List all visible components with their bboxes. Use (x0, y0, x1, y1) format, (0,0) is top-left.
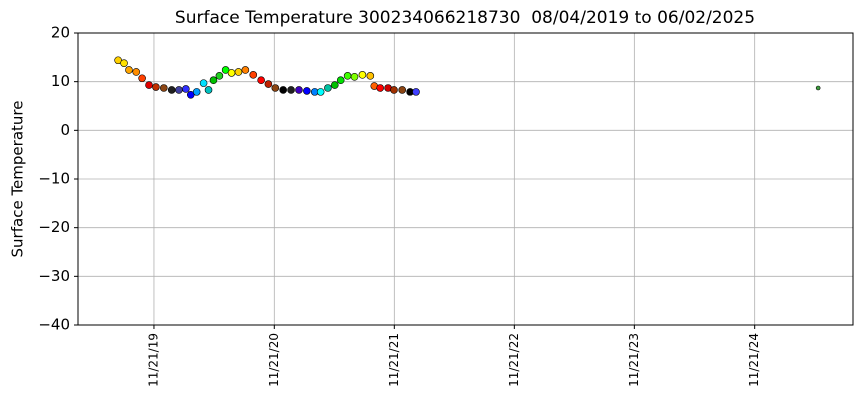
data-point (125, 66, 133, 74)
data-point (249, 71, 258, 79)
x-tick-label: 11/21/24 (747, 333, 761, 387)
data-point (257, 76, 265, 85)
data-point (412, 88, 420, 96)
data-point (271, 84, 280, 92)
data-point (279, 86, 287, 94)
data-point (204, 86, 213, 94)
data-point (152, 83, 160, 91)
data-point (199, 79, 208, 87)
data-point (376, 84, 384, 92)
y-tick-label: −40 (38, 316, 70, 334)
data-point (160, 84, 168, 92)
data-point (366, 72, 375, 80)
x-tick-label: 11/21/22 (507, 333, 521, 387)
y-tick-label: −10 (38, 170, 70, 188)
data-point (390, 86, 398, 94)
data-point (295, 86, 303, 94)
data-point (264, 80, 273, 88)
y-tick-label: 0 (60, 121, 70, 139)
data-point (227, 69, 236, 77)
data-point (209, 76, 218, 85)
x-tick-label: 11/21/20 (267, 333, 281, 387)
data-point (358, 71, 367, 79)
x-tick-label: 11/21/19 (146, 333, 160, 387)
y-tick-label: 20 (51, 24, 70, 42)
data-point (398, 86, 407, 94)
data-point (120, 59, 128, 67)
data-point (336, 76, 345, 85)
data-point (175, 86, 183, 94)
data-point (815, 85, 821, 91)
data-point (138, 74, 146, 83)
y-tick-label: −20 (38, 218, 70, 236)
y-tick-label: −30 (38, 267, 70, 285)
data-point (192, 88, 201, 96)
data-point (215, 72, 224, 80)
data-point (303, 87, 311, 95)
y-tick-label: 10 (51, 72, 70, 90)
data-point (343, 72, 352, 80)
x-tick-label: 11/21/21 (387, 333, 401, 387)
data-point (241, 66, 250, 74)
data-point (324, 84, 332, 92)
y-axis-label: Surface Temperature (9, 101, 27, 258)
data-point (182, 85, 190, 93)
data-point (145, 81, 153, 89)
data-point (234, 68, 243, 76)
data-point (316, 88, 325, 96)
data-point (330, 81, 339, 89)
chart-title: Surface Temperature 300234066218730 08/0… (175, 8, 755, 28)
plot-frame (77, 32, 854, 326)
data-point (350, 73, 359, 81)
data-point (132, 68, 140, 76)
data-point (167, 86, 176, 94)
data-point (287, 86, 295, 94)
x-tick-label: 11/21/23 (627, 333, 641, 387)
